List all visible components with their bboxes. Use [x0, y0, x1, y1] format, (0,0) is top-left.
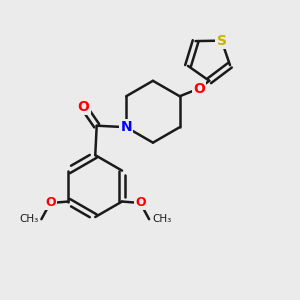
- Text: O: O: [45, 196, 56, 209]
- Text: S: S: [217, 34, 226, 48]
- Text: CH₃: CH₃: [19, 214, 38, 224]
- Text: O: O: [193, 82, 205, 95]
- Text: O: O: [77, 100, 89, 114]
- Text: O: O: [135, 196, 146, 209]
- Text: N: N: [120, 120, 132, 134]
- Text: CH₃: CH₃: [152, 214, 171, 224]
